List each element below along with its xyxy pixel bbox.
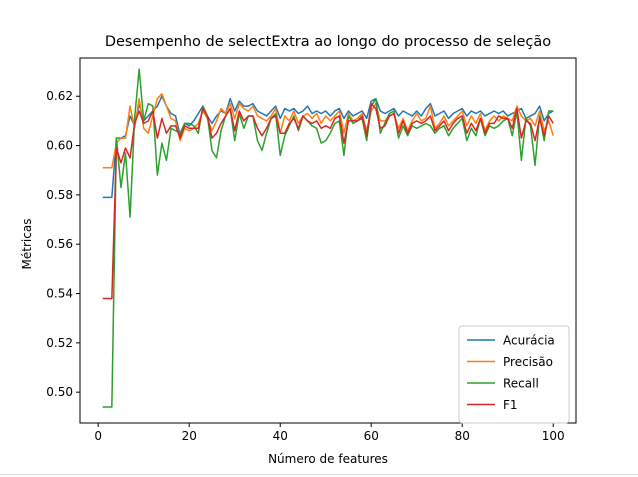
y-tick-label-3: 0.56 <box>46 237 73 251</box>
y-tick-label-0: 0.50 <box>46 385 73 399</box>
y-axis: 0.50 0.52 0.54 0.56 0.58 0.60 0.62 <box>46 89 80 399</box>
x-tick-label-5: 100 <box>542 429 565 443</box>
legend-label-0: Acurácia <box>503 334 555 348</box>
legend-label-2: Recall <box>503 377 539 391</box>
y-tick-label-1: 0.52 <box>46 336 73 350</box>
series-lines <box>102 68 554 408</box>
legend: Acurácia Precisão Recall F1 <box>458 325 570 424</box>
legend-label-3: F1 <box>503 398 518 412</box>
y-tick-label-2: 0.54 <box>46 287 73 301</box>
series-line-0 <box>102 95 554 199</box>
plot-area: 0 20 40 60 80 100 0.50 0.52 0.54 0.56 0.58 0.60 0.6… <box>46 57 577 443</box>
window-divider <box>0 474 638 475</box>
x-axis: 0 20 40 60 80 100 <box>94 423 565 443</box>
series-line-3 <box>102 102 554 300</box>
y-axis-label: Métricas <box>20 219 34 270</box>
x-axis-label: Número de features <box>268 452 388 466</box>
x-tick-label-1: 20 <box>182 429 197 443</box>
y-tick-label-6: 0.62 <box>46 89 73 103</box>
legend-label-1: Precisão <box>503 355 553 369</box>
y-tick-label-5: 0.60 <box>46 139 73 153</box>
x-tick-label-0: 0 <box>94 429 102 443</box>
x-tick-label-2: 40 <box>273 429 288 443</box>
x-tick-label-4: 80 <box>455 429 470 443</box>
axes-frame <box>79 57 577 424</box>
y-tick-label-4: 0.58 <box>46 188 73 202</box>
x-tick-label-3: 60 <box>364 429 379 443</box>
legend-box <box>458 325 570 424</box>
chart-title: Desempenho de selectExtra ao longo do pr… <box>105 34 551 50</box>
